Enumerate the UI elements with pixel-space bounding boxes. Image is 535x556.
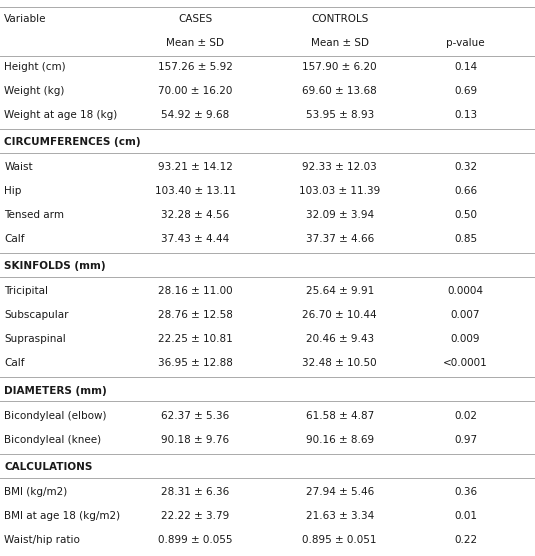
Text: 22.22 ± 3.79: 22.22 ± 3.79 [161, 511, 230, 521]
Text: 93.21 ± 14.12: 93.21 ± 14.12 [158, 162, 233, 172]
Text: 54.92 ± 9.68: 54.92 ± 9.68 [161, 110, 230, 120]
Text: 0.14: 0.14 [454, 62, 477, 72]
Text: Tricipital: Tricipital [4, 286, 48, 296]
Text: DIAMETERS (mm): DIAMETERS (mm) [4, 386, 107, 396]
Text: SKINFOLDS (mm): SKINFOLDS (mm) [4, 261, 106, 271]
Text: CASES: CASES [178, 14, 212, 24]
Text: 20.46 ± 9.43: 20.46 ± 9.43 [305, 334, 374, 344]
Text: <0.0001: <0.0001 [443, 358, 488, 368]
Text: 0.895 ± 0.051: 0.895 ± 0.051 [302, 535, 377, 545]
Text: Calf: Calf [4, 358, 25, 368]
Text: Calf: Calf [4, 234, 25, 244]
Text: Supraspinal: Supraspinal [4, 334, 66, 344]
Text: 157.90 ± 6.20: 157.90 ± 6.20 [302, 62, 377, 72]
Text: Weight at age 18 (kg): Weight at age 18 (kg) [4, 110, 118, 120]
Text: 90.18 ± 9.76: 90.18 ± 9.76 [161, 435, 230, 445]
Text: 28.31 ± 6.36: 28.31 ± 6.36 [161, 487, 230, 497]
Text: 32.48 ± 10.50: 32.48 ± 10.50 [302, 358, 377, 368]
Text: 0.32: 0.32 [454, 162, 477, 172]
Text: 28.76 ± 12.58: 28.76 ± 12.58 [158, 310, 233, 320]
Text: 37.37 ± 4.66: 37.37 ± 4.66 [305, 234, 374, 244]
Text: 32.09 ± 3.94: 32.09 ± 3.94 [305, 210, 374, 220]
Text: 70.00 ± 16.20: 70.00 ± 16.20 [158, 86, 233, 96]
Text: 0.85: 0.85 [454, 234, 477, 244]
Text: 61.58 ± 4.87: 61.58 ± 4.87 [305, 411, 374, 421]
Text: Mean ± SD: Mean ± SD [166, 38, 224, 48]
Text: BMI (kg/m2): BMI (kg/m2) [4, 487, 67, 497]
Text: 25.64 ± 9.91: 25.64 ± 9.91 [305, 286, 374, 296]
Text: 36.95 ± 12.88: 36.95 ± 12.88 [158, 358, 233, 368]
Text: 32.28 ± 4.56: 32.28 ± 4.56 [161, 210, 230, 220]
Text: Waist: Waist [4, 162, 33, 172]
Text: 69.60 ± 13.68: 69.60 ± 13.68 [302, 86, 377, 96]
Text: Mean ± SD: Mean ± SD [311, 38, 369, 48]
Text: 0.007: 0.007 [450, 310, 480, 320]
Text: 0.22: 0.22 [454, 535, 477, 545]
Text: CIRCUMFERENCES (cm): CIRCUMFERENCES (cm) [4, 137, 141, 147]
Text: Waist/hip ratio: Waist/hip ratio [4, 535, 80, 545]
Text: 0.36: 0.36 [454, 487, 477, 497]
Text: 0.50: 0.50 [454, 210, 477, 220]
Text: 0.01: 0.01 [454, 511, 477, 521]
Text: CONTROLS: CONTROLS [311, 14, 369, 24]
Text: 0.66: 0.66 [454, 186, 477, 196]
Text: 92.33 ± 12.03: 92.33 ± 12.03 [302, 162, 377, 172]
Text: 0.009: 0.009 [450, 334, 480, 344]
Text: Variable: Variable [4, 14, 47, 24]
Text: 21.63 ± 3.34: 21.63 ± 3.34 [305, 511, 374, 521]
Text: 90.16 ± 8.69: 90.16 ± 8.69 [305, 435, 374, 445]
Text: Subscapular: Subscapular [4, 310, 69, 320]
Text: 37.43 ± 4.44: 37.43 ± 4.44 [161, 234, 230, 244]
Text: 0.97: 0.97 [454, 435, 477, 445]
Text: 26.70 ± 10.44: 26.70 ± 10.44 [302, 310, 377, 320]
Text: 103.03 ± 11.39: 103.03 ± 11.39 [299, 186, 380, 196]
Text: 157.26 ± 5.92: 157.26 ± 5.92 [158, 62, 233, 72]
Text: 28.16 ± 11.00: 28.16 ± 11.00 [158, 286, 233, 296]
Text: 22.25 ± 10.81: 22.25 ± 10.81 [158, 334, 233, 344]
Text: 62.37 ± 5.36: 62.37 ± 5.36 [161, 411, 230, 421]
Text: Weight (kg): Weight (kg) [4, 86, 65, 96]
Text: BMI at age 18 (kg/m2): BMI at age 18 (kg/m2) [4, 511, 120, 521]
Text: Bicondyleal (knee): Bicondyleal (knee) [4, 435, 102, 445]
Text: Hip: Hip [4, 186, 21, 196]
Text: 0.02: 0.02 [454, 411, 477, 421]
Text: 0.0004: 0.0004 [447, 286, 484, 296]
Text: 103.40 ± 13.11: 103.40 ± 13.11 [155, 186, 236, 196]
Text: 0.69: 0.69 [454, 86, 477, 96]
Text: Bicondyleal (elbow): Bicondyleal (elbow) [4, 411, 107, 421]
Text: 27.94 ± 5.46: 27.94 ± 5.46 [305, 487, 374, 497]
Text: CALCULATIONS: CALCULATIONS [4, 462, 93, 472]
Text: Height (cm): Height (cm) [4, 62, 66, 72]
Text: 53.95 ± 8.93: 53.95 ± 8.93 [305, 110, 374, 120]
Text: 0.13: 0.13 [454, 110, 477, 120]
Text: 0.899 ± 0.055: 0.899 ± 0.055 [158, 535, 233, 545]
Text: p-value: p-value [446, 38, 485, 48]
Text: Tensed arm: Tensed arm [4, 210, 64, 220]
